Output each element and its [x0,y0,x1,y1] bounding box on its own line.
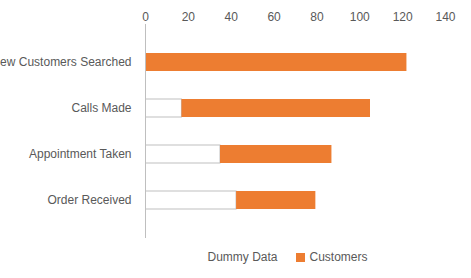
svg-text:40: 40 [225,10,239,24]
html-text:Customers: Customers [309,250,368,264]
svg-text:60: 60 [267,10,281,24]
svg-text:Calls Made: Calls Made [71,101,131,115]
svg-text:New Customers Searched: New Customers Searched [0,55,132,69]
svg-text:100: 100 [350,10,370,24]
html-text:Dummy Data: Dummy Data [207,250,278,264]
svg-text:80: 80 [310,10,324,24]
svg-text:120: 120 [393,10,413,24]
svg-text:0: 0 [142,10,149,24]
svg-text:140: 140 [435,10,455,24]
svg-text:20: 20 [182,10,196,24]
svg-text:Order Received: Order Received [47,193,131,207]
svg-text:Appointment Taken: Appointment Taken [29,147,132,161]
